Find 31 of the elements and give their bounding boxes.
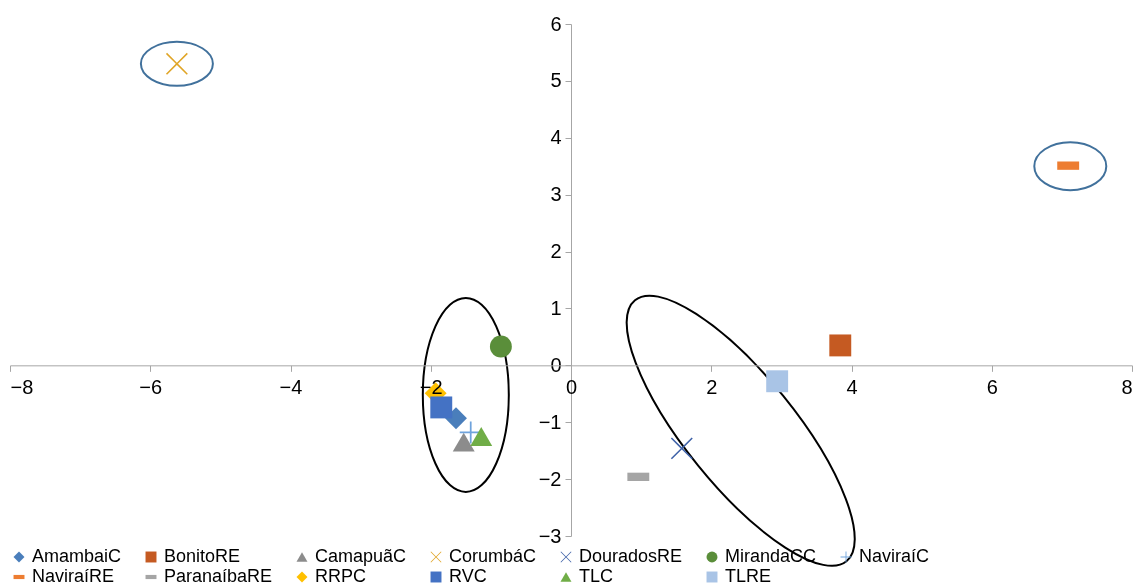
y-tick-label: 5 [550, 69, 562, 92]
y-tick-label: −3 [538, 524, 562, 547]
y-tick-label: 3 [550, 183, 562, 206]
x-tick-label: −2 [419, 375, 443, 398]
legend-label: ParanaíbaRE [164, 566, 273, 586]
y-tick-label: −2 [538, 467, 562, 490]
legend-label: RRPC [315, 566, 367, 586]
y-tick-label: 4 [550, 126, 562, 149]
x-tick-label: 8 [1121, 375, 1133, 398]
y-tick-label: −1 [538, 410, 562, 433]
y-tick-label: 1 [550, 296, 562, 319]
x-tick-label: −8 [10, 375, 34, 398]
x-tick-label: 6 [986, 375, 998, 398]
x-tick-label: 0 [565, 375, 578, 398]
legend-label: NaviraíRE [32, 566, 115, 586]
x-tick-label: −6 [139, 375, 163, 398]
legend-label: AmambaiC [32, 546, 122, 566]
legend-label: TLRE [725, 566, 772, 586]
legend-label: RVC [449, 566, 487, 586]
legend-label: CorumbáC [449, 546, 537, 566]
x-tick-label: 4 [846, 375, 858, 398]
y-tick-label: 2 [550, 240, 562, 263]
y-tick-label: 0 [550, 353, 562, 376]
y-tick-label: 6 [550, 12, 562, 35]
legend-label: NaviraíC [859, 546, 930, 566]
legend-label: CamapuãC [315, 546, 407, 566]
x-tick-label: 2 [706, 375, 718, 398]
legend-label: DouradosRE [579, 546, 683, 566]
x-tick-label: −4 [279, 375, 303, 398]
legend-label: TLC [579, 566, 614, 586]
legend-label: BonitoRE [164, 546, 241, 566]
